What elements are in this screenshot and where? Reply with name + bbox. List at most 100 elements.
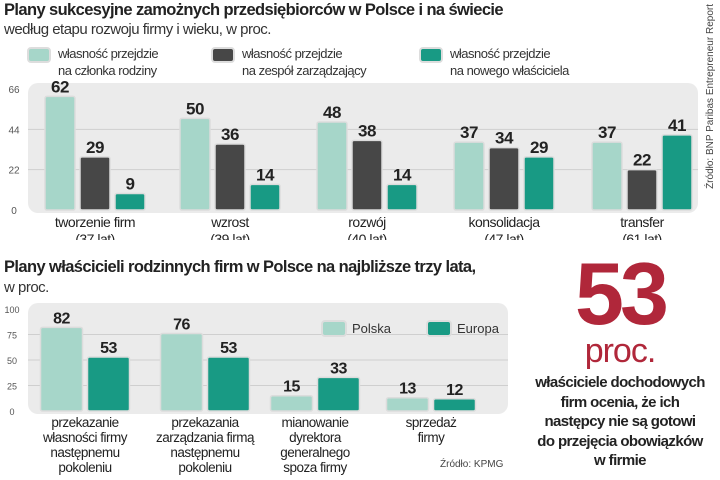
category-label: spoza firmy [283,460,347,475]
category-label: transfer [620,214,664,230]
bar [351,139,383,211]
category-label: wzrost [210,214,249,230]
bar-value-label: 36 [221,125,239,144]
bar [385,396,430,412]
bar [44,95,76,211]
category-label: własności firmy [42,430,128,445]
legend-swatch [321,320,347,337]
bar [661,134,693,211]
highlight-line: do przejęcia obowiązków [537,432,703,450]
bar-value-label: 12 [446,382,463,399]
bar [86,356,131,412]
highlight-line: w firmie [594,452,646,469]
category-label: przekazania [171,415,239,430]
category-label: generalnego [280,445,350,460]
y-tick-label: 50 [7,356,17,366]
category-label: firmy [418,430,445,445]
bar [269,394,314,412]
bar [386,183,418,211]
highlight-number: 53 [575,244,669,343]
category-label: (40 lat) [347,231,387,240]
highlight-text: właściciele dochodowych firm ocenia, że i… [515,373,720,471]
bar-value-label: 41 [668,116,686,135]
bar-value-label: 82 [53,310,70,327]
highlight-line: następcy nie są gotowi [544,413,696,430]
bar [316,376,361,412]
bar-value-label: 34 [495,129,514,148]
bar [626,168,658,211]
bar [159,332,204,412]
legend-label: własność przejdzie [241,46,342,61]
chart2-source: Źródło: KPMG [440,459,504,470]
y-tick-label: 25 [7,382,17,392]
bar [79,156,111,211]
category-label: sprzedaż [406,415,458,430]
legend-label: Europa [457,321,500,336]
chart2-title: Plany właścicieli rodzinnych firm w Pols… [4,258,476,276]
legend-swatch [419,47,443,63]
bar-value-label: 37 [598,123,616,142]
chart2-subtitle: w proc. [4,279,49,296]
bar [432,398,477,412]
category-label: rozwój [348,214,386,230]
category-label: (39 lat) [210,231,250,240]
category-label: mianowanie [281,415,348,430]
bar [214,143,246,211]
bar [249,183,281,211]
bar [39,326,84,412]
legend-label: Polska [352,321,392,336]
legend-label: własność przejdzie [449,46,550,61]
bar-value-label: 22 [633,151,651,170]
category-label: konsolidacja [468,214,540,230]
y-tick-label: 44 [8,125,20,136]
bar [591,141,623,211]
bar-value-label: 53 [100,340,117,357]
plot-panel [28,303,508,414]
bar-value-label: 14 [393,165,412,184]
chart1-title: Plany sukcesyjne zamożnych przedsiębiorc… [4,1,504,19]
category-label: pokoleniu [58,460,111,475]
y-tick-label: 100 [4,305,19,315]
legend-label: na zespół zarządzający [242,63,367,78]
legend-label: na nowego właściciela [450,63,570,78]
bar-value-label: 53 [220,340,237,357]
chart1-subtitle: według etapu rozwoju firmy i wieku, w pr… [4,21,271,38]
category-label: (47 lat) [484,231,524,240]
bar [179,117,211,211]
bar-value-label: 76 [173,316,190,333]
bar-value-label: 14 [256,165,275,184]
bar [453,141,485,211]
bar-value-label: 50 [186,99,204,118]
bar [114,192,146,211]
bar-value-label: 48 [323,103,341,122]
bar-value-label: 29 [86,138,104,157]
legend-swatch [426,320,452,337]
legend-label: własność przejdzie [57,46,158,61]
bar-value-label: 38 [358,121,376,140]
y-tick-label: 0 [9,407,14,417]
category-label: dyrektora [289,430,342,445]
legend-label: na członka rodziny [58,63,158,78]
category-label: przekazanie [51,415,118,430]
y-tick-label: 66 [8,85,20,96]
bar-value-label: 9 [126,175,135,194]
bar-value-label: 15 [283,379,300,396]
legend-swatch [211,47,235,63]
highlight-line: właściciele dochodowych [535,374,705,391]
category-label: (61 lat) [622,231,662,240]
bar [523,156,555,211]
bar [316,121,348,211]
category-label: następnemu [50,445,119,460]
category-label: zarządzania firmą [156,430,255,445]
chart1: własność przejdzie na członka rodziny włas… [8,46,698,240]
category-label: (37 lat) [75,231,115,240]
y-tick-label: 22 [8,166,20,177]
bar [206,356,251,412]
category-label: następnemu [170,445,239,460]
highlight-line: firm ocenia, że ich [560,393,680,411]
bar-value-label: 62 [51,77,69,96]
category-label: tworzenie firm [55,214,135,230]
highlight-unit: proc. [584,332,657,370]
chart1-source: Źródło: BNP Paribas Entrepreneur Report [705,4,716,189]
